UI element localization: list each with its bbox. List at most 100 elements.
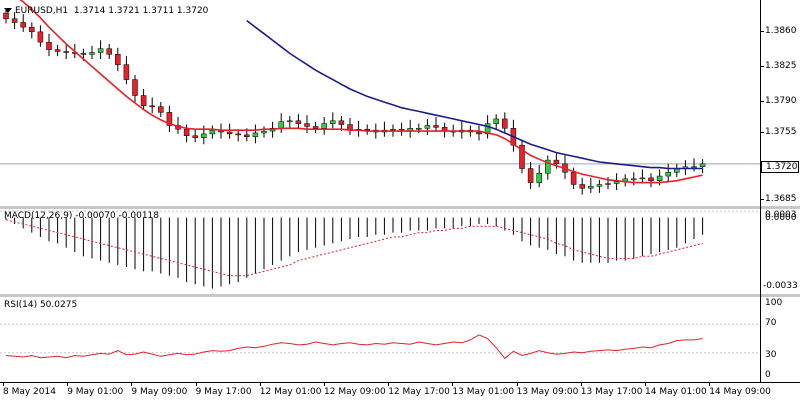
candle-body — [476, 131, 482, 135]
rsi-axis-label: 70 — [765, 318, 777, 328]
candle-body — [519, 144, 525, 169]
macd-chart-svg — [0, 210, 760, 289]
time-axis-label: 12 May 01:00 — [259, 387, 322, 397]
price-axis-label: 1.3755 — [765, 127, 797, 137]
candle-body — [11, 18, 18, 23]
macd-axis-label: 0.0003 — [765, 210, 797, 220]
candle-body — [3, 12, 9, 19]
candle-body — [390, 128, 396, 131]
candle-body — [304, 123, 310, 127]
candle-body — [424, 125, 431, 129]
candle-body — [209, 129, 216, 135]
macd-pane[interactable]: MACD(12,26,9) -0.00070 -0.00118 — [0, 209, 760, 295]
time-axis-label: 12 May 17:00 — [388, 387, 450, 397]
macd-axis-label: -0.0033 — [763, 281, 798, 291]
time-axis-label: 9 May 09:00 — [131, 387, 188, 397]
rsi-axis-label: 30 — [765, 350, 777, 360]
candle-body — [484, 123, 491, 135]
candle-body — [46, 41, 52, 50]
candle-body — [140, 95, 147, 107]
price-chart-pane[interactable]: EURUSD,H1 1.3714 1.3721 1.3711 1.3720 — [0, 0, 760, 206]
candle-body — [166, 112, 173, 126]
rsi-label: RSI(14) 50.0275 — [4, 300, 78, 310]
candle-body — [699, 163, 706, 167]
candle-body — [631, 178, 637, 181]
axis-tick — [760, 199, 764, 200]
price-axis-line — [760, 0, 761, 383]
candle-body — [588, 186, 594, 189]
candle-body — [545, 159, 551, 174]
candle-body — [226, 131, 233, 135]
candle-body — [80, 53, 87, 55]
time-axis-tick — [580, 382, 582, 386]
time-axis-label: 13 May 17:00 — [580, 387, 643, 397]
time-axis-label: 13 May 01:00 — [452, 387, 515, 397]
candle-body — [106, 48, 112, 55]
rsi-axis-label: 0 — [765, 370, 771, 380]
candle-body — [54, 49, 61, 52]
time-axis-tick — [67, 382, 69, 386]
candle-body — [605, 183, 611, 185]
candle-body — [132, 79, 138, 96]
current-price-box: 1.3720 — [761, 161, 799, 173]
candle-body — [433, 125, 439, 128]
rsi-axis-label: 100 — [765, 298, 783, 308]
price-axis-label: 1.3685 — [765, 194, 797, 204]
time-axis-label: 14 May 01:00 — [645, 387, 707, 397]
chart-title: EURUSD,H1 1.3714 1.3721 1.3711 1.3720 — [4, 6, 208, 16]
candle-body — [252, 132, 259, 137]
macd-signal-line — [5, 219, 703, 277]
candle-body — [330, 120, 336, 124]
time-axis-label: 9 May 01:00 — [67, 387, 124, 397]
pane-separator[interactable] — [0, 206, 800, 209]
time-axis-tick — [3, 382, 4, 386]
price-axis-label: 1.3860 — [765, 26, 797, 36]
time-axis-label: 8 May 2014 — [3, 387, 56, 397]
candle-body — [493, 118, 499, 124]
pane-separator[interactable] — [0, 294, 800, 297]
candle-body — [192, 135, 198, 138]
rsi-pane[interactable]: RSI(14) 50.0275 — [0, 297, 760, 382]
time-axis-tick — [516, 382, 518, 386]
candle-body — [235, 133, 241, 136]
time-axis-tick — [259, 382, 261, 386]
candle-body — [115, 54, 121, 65]
ohlc-values: 1.3714 1.3721 1.3711 1.3720 — [73, 6, 209, 16]
slow-moving-average-line — [246, 19, 703, 170]
candle-body — [183, 128, 190, 137]
candle-body — [665, 172, 671, 177]
time-axis-tick — [195, 382, 197, 386]
candle-body — [691, 166, 697, 168]
candle-body — [648, 177, 654, 181]
axis-tick — [760, 101, 764, 102]
candle-body — [261, 130, 267, 134]
candle-body — [89, 52, 95, 55]
candle-body — [527, 168, 534, 183]
candle-body — [287, 120, 293, 123]
price-axis-label: 1.3825 — [765, 61, 797, 71]
axis-tick — [760, 31, 764, 32]
candle-body — [502, 118, 508, 129]
rsi-line — [5, 334, 703, 360]
fast-moving-average-line — [19, 0, 703, 184]
candle-body — [312, 126, 319, 129]
candle-body — [63, 51, 69, 53]
candle-body — [201, 133, 207, 138]
candle-body — [596, 184, 603, 187]
price-axis-label: 1.3790 — [765, 96, 797, 106]
candle-body — [158, 106, 164, 113]
time-axis-label: 13 May 09:00 — [516, 387, 579, 397]
axis-tick — [760, 132, 764, 133]
macd-axis-label: 0.0000 — [765, 213, 797, 223]
candle-body — [321, 123, 327, 129]
candle-body — [123, 64, 130, 80]
candle-body — [149, 105, 155, 108]
time-axis-tick — [645, 382, 646, 386]
candle-body — [295, 120, 302, 124]
candle-body — [579, 184, 585, 189]
time-axis-tick — [388, 382, 390, 386]
candle-body — [570, 172, 577, 185]
time-axis-tick — [324, 382, 325, 386]
candle-body — [244, 134, 250, 137]
triangle-down-icon[interactable] — [4, 8, 12, 13]
